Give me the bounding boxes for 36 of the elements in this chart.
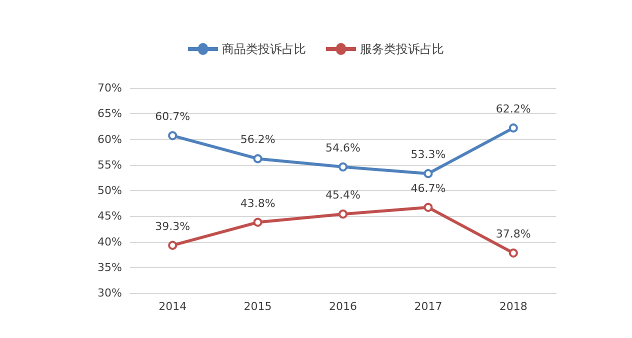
x-tick-label: 2018 <box>499 300 528 313</box>
x-tick-label: 2014 <box>158 300 187 313</box>
point <box>253 218 262 227</box>
point <box>508 248 518 258</box>
point <box>253 154 262 164</box>
y-tick-label: 65% <box>98 107 122 120</box>
y-tick-label: 35% <box>98 260 122 274</box>
point <box>424 202 433 212</box>
point <box>338 162 348 172</box>
point <box>338 210 348 219</box>
data-label: 39.3% <box>155 220 190 233</box>
x-tick-label: 2017 <box>414 300 442 313</box>
data-label: 56.2% <box>240 133 276 146</box>
x-tick-label: 2016 <box>329 300 357 313</box>
data-label: 54.6% <box>326 141 360 154</box>
y-tick-label: 45% <box>98 210 122 223</box>
data-label: 43.8% <box>240 196 276 210</box>
y-tick-label: 60% <box>98 132 122 146</box>
x-tick-label: 2015 <box>244 300 272 313</box>
data-label: 37.8% <box>496 228 531 241</box>
point <box>424 169 433 178</box>
data-label: 45.4% <box>326 188 360 202</box>
point <box>508 123 518 132</box>
legend-label: 服务类投诉占比 <box>360 42 444 56</box>
y-tick-label: 40% <box>98 235 122 248</box>
point <box>168 240 178 250</box>
legend-label: 商品类投诉占比 <box>222 42 306 56</box>
y-tick-label: 30% <box>98 286 122 300</box>
point <box>168 131 178 140</box>
y-tick-label: 70% <box>98 82 122 94</box>
data-label: 62.2% <box>496 102 531 116</box>
y-tick-label: 55% <box>98 158 122 172</box>
data-label: 46.7% <box>410 182 446 195</box>
data-label: 60.7% <box>155 110 190 124</box>
y-tick-label: 50% <box>98 184 122 197</box>
data-label: 53.3% <box>410 148 446 162</box>
